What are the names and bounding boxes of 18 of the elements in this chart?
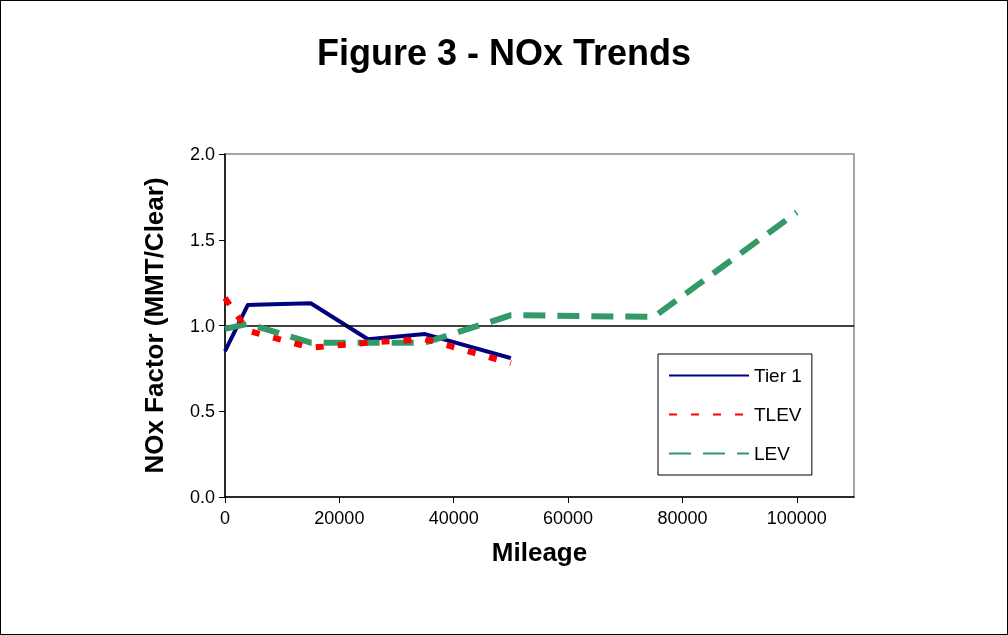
line-series bbox=[223, 301, 513, 361]
legend-label: LEV bbox=[754, 443, 791, 464]
y-tick-label: 1.0 bbox=[189, 315, 215, 336]
y-tick-label: 2.0 bbox=[189, 144, 215, 164]
x-tick-label: 0 bbox=[219, 508, 231, 528]
x-tick-label: 40000 bbox=[428, 508, 479, 528]
x-tick-label: 100000 bbox=[766, 508, 827, 528]
x-tick-label: 80000 bbox=[657, 508, 708, 528]
legend-label: Tier 1 bbox=[754, 365, 802, 386]
x-axis-title: Mileage bbox=[491, 537, 588, 567]
legend-label: TLEV bbox=[754, 404, 802, 425]
x-tick-label: 60000 bbox=[543, 508, 594, 528]
y-tick-label: 0.0 bbox=[189, 487, 215, 507]
y-tick-label: 0.5 bbox=[189, 401, 215, 422]
y-axis-title: NOx Factor (MMT/Clear) bbox=[139, 177, 169, 474]
chart-title: Figure 3 - NOx Trends bbox=[316, 31, 692, 73]
y-tick-label: 1.5 bbox=[189, 229, 215, 250]
x-tick-label: 20000 bbox=[314, 508, 365, 528]
